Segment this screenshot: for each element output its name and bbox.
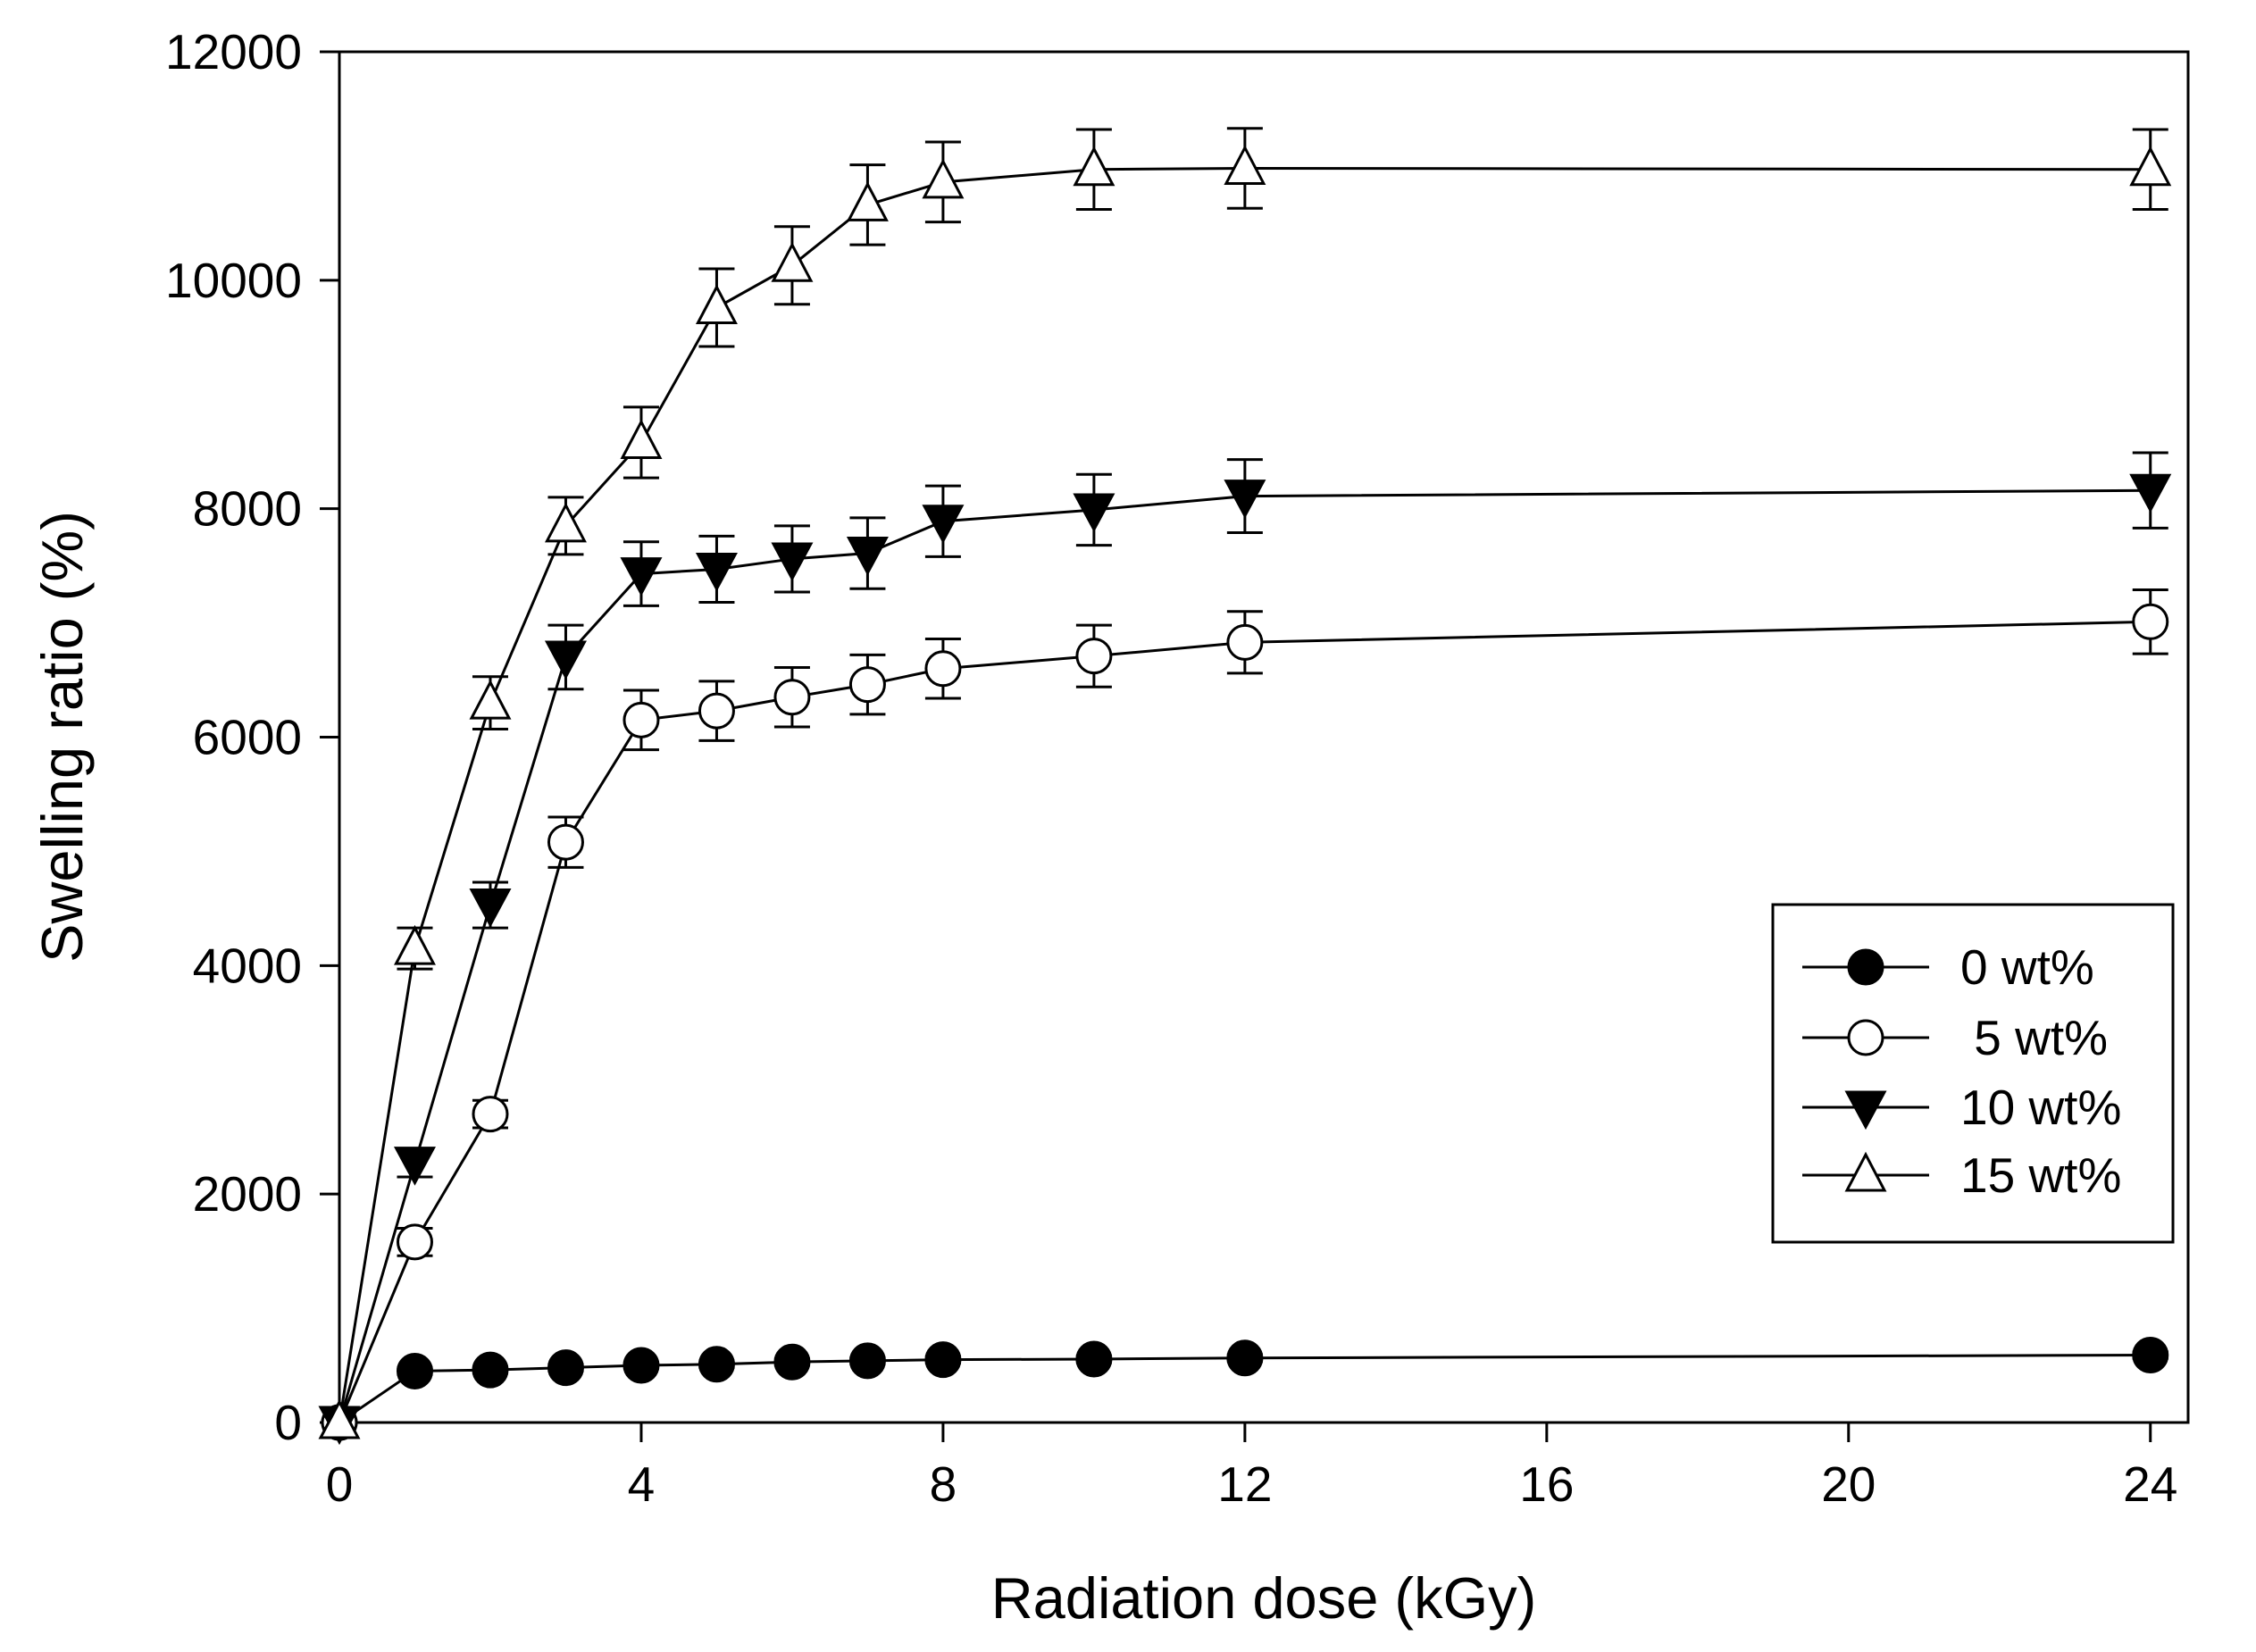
data-point <box>547 823 584 861</box>
data-point <box>698 692 735 730</box>
legend: 0 wt% 5 wt% 10 wt% 15 wt% <box>1771 903 2175 1244</box>
data-point <box>472 1096 509 1133</box>
series-3 <box>318 127 2172 1439</box>
y-tick-label: 12000 <box>165 24 302 79</box>
y-tick-label: 10000 <box>165 253 302 308</box>
legend-marker <box>1844 1151 1887 1192</box>
y-axis-ticks: 0 2000 4000 6000 8000 10000 12000 <box>165 24 339 1450</box>
series-2 <box>318 451 2172 1446</box>
data-point <box>396 1352 433 1389</box>
data-point <box>846 537 889 576</box>
series-line <box>338 620 2151 1423</box>
y-tick-label: 6000 <box>193 710 302 765</box>
series-layer <box>318 127 2172 1446</box>
data-point <box>547 1349 584 1387</box>
data-point <box>622 1347 660 1384</box>
data-point <box>848 666 886 704</box>
data-point <box>1073 493 1115 533</box>
x-tick-label: 4 <box>628 1456 656 1512</box>
data-point <box>472 1351 509 1389</box>
x-tick-label: 0 <box>326 1456 354 1512</box>
y-tick-label: 4000 <box>193 938 302 993</box>
data-point <box>544 640 587 680</box>
data-point <box>1226 623 1264 661</box>
data-point <box>1075 638 1113 675</box>
series-line <box>338 166 2151 1423</box>
data-point <box>924 650 962 688</box>
series-line <box>338 488 2151 1423</box>
data-point <box>773 679 811 716</box>
data-point <box>544 502 587 543</box>
x-tick-label: 8 <box>930 1456 957 1512</box>
y-tick-label: 2000 <box>193 1166 302 1222</box>
data-point <box>698 1346 735 1383</box>
data-point <box>396 1223 433 1261</box>
y-tick-label: 0 <box>274 1395 302 1450</box>
data-point <box>318 1398 361 1439</box>
legend-label: 10 wt% <box>1960 1080 2121 1135</box>
legend-marker <box>1847 948 1884 986</box>
data-point <box>848 1342 886 1380</box>
data-point <box>394 924 436 965</box>
data-point <box>2132 603 2169 640</box>
x-tick-label: 20 <box>1821 1456 1876 1512</box>
legend-marker <box>1847 1019 1884 1056</box>
x-axis-title: Radiation dose (kGy) <box>991 1565 1537 1631</box>
data-point <box>620 557 663 597</box>
data-point <box>771 542 814 582</box>
legend-label: 15 wt% <box>1960 1147 2121 1203</box>
data-point <box>695 284 738 325</box>
legend-marker <box>1844 1090 1887 1131</box>
x-tick-label: 12 <box>1217 1456 1272 1512</box>
y-axis-title: Swelling ratio (%) <box>29 511 95 963</box>
legend-label: 5 wt% <box>1960 1010 2108 1065</box>
data-point <box>922 158 965 199</box>
x-tick-label: 24 <box>2123 1456 2177 1512</box>
data-point <box>771 241 814 282</box>
data-point <box>695 552 738 592</box>
data-point <box>622 701 660 738</box>
data-point <box>1224 480 1266 519</box>
data-point <box>1075 1340 1113 1378</box>
x-tick-label: 16 <box>1519 1456 1574 1512</box>
data-point <box>846 181 889 221</box>
data-point <box>773 1343 811 1381</box>
data-point <box>922 505 965 544</box>
data-point <box>2132 1337 2169 1374</box>
data-point <box>2129 473 2172 513</box>
legend-label: 0 wt% <box>1960 939 2094 995</box>
data-point <box>469 679 512 720</box>
data-point <box>469 889 512 928</box>
y-tick-label: 8000 <box>193 481 302 537</box>
x-axis-ticks: 0 4 8 12 16 20 24 <box>326 1423 2177 1512</box>
data-point <box>1073 146 1115 187</box>
data-point <box>2129 146 2172 187</box>
data-point <box>924 1341 962 1379</box>
data-point <box>393 1147 437 1186</box>
data-point <box>1224 145 1266 185</box>
data-point <box>1226 1339 1264 1377</box>
data-point <box>620 419 663 459</box>
legend-box <box>1771 903 2175 1244</box>
